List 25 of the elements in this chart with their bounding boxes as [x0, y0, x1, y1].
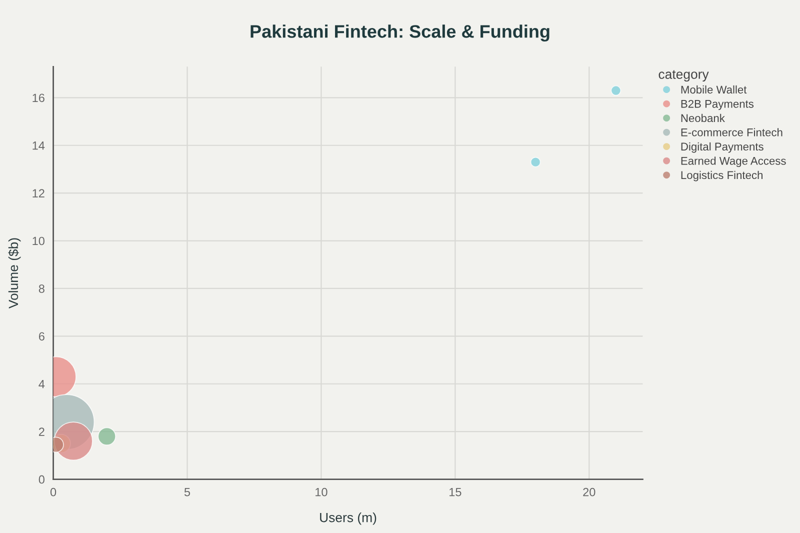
legend-label: Earned Wage Access [681, 156, 786, 167]
x-tick-label: 15 [450, 488, 462, 496]
legend-label: Digital Payments [681, 142, 764, 153]
legend-label: Neobank [681, 114, 725, 122]
x-tick-label: 0 [50, 488, 56, 496]
legend-label: E-commerce Fintech [681, 128, 782, 136]
y-tick-label: 2 [38, 428, 44, 436]
x-tick-label: 20 [583, 488, 596, 496]
y-tick-label: 0 [38, 475, 44, 484]
legend-label: Logistics Fintech [681, 170, 762, 182]
legend-label: Mobile Wallet [681, 85, 747, 94]
y-tick-label: 10 [32, 236, 44, 246]
y-tick-label: 12 [32, 189, 44, 198]
y-tick-label: 16 [32, 94, 44, 102]
x-tick-label: 5 [184, 488, 190, 496]
y-tick-label: 8 [38, 284, 44, 293]
chart-title: Pakistani Fintech: Scale & Funding [250, 24, 550, 42]
x-axis-title: Users (m) [320, 512, 376, 525]
y-tick-label: 4 [38, 380, 45, 388]
y-axis-title: Volume ($b) [8, 238, 21, 308]
legend-label: B2B Payments [681, 100, 754, 110]
legend-title: category [658, 70, 709, 82]
y-tick-label: 6 [38, 332, 44, 341]
x-tick-label: 10 [316, 488, 328, 496]
y-tick-label: 14 [32, 142, 45, 150]
